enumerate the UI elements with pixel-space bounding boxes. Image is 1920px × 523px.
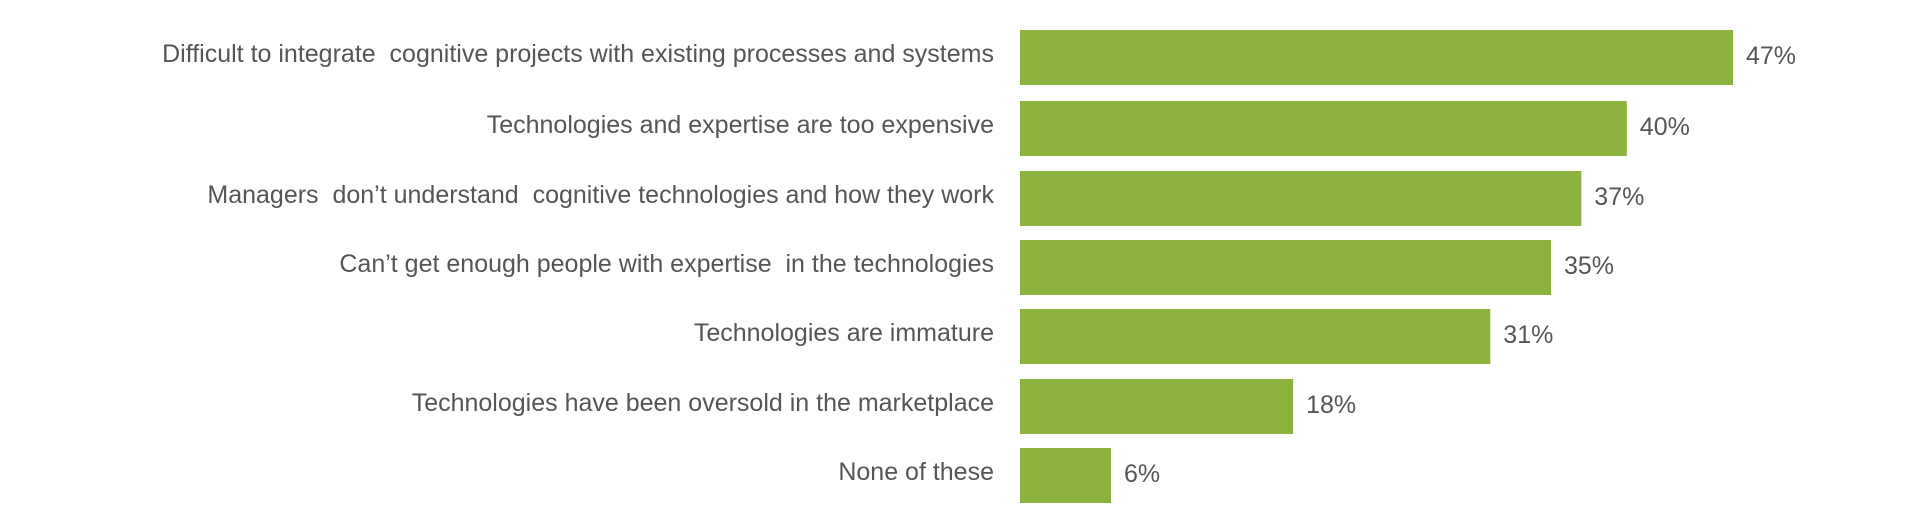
bars-group	[1020, 30, 1733, 503]
category-label-1: Difficult to integrate cognitive project…	[162, 40, 994, 68]
bar-6	[1020, 379, 1294, 434]
bar-7	[1020, 448, 1111, 503]
category-label-7: None of these	[838, 458, 994, 486]
bar-1	[1020, 30, 1733, 85]
category-label-5: Technologies are immature	[694, 319, 994, 347]
value-labels-group: 47% 40% 37% 35% 31% 18% 6%	[1124, 42, 1796, 488]
category-label-4: Can’t get enough people with expertise i…	[339, 250, 994, 278]
value-label-6: 18%	[1306, 391, 1356, 419]
category-label-2: Technologies and expertise are too expen…	[487, 111, 994, 139]
value-label-1: 47%	[1746, 42, 1796, 70]
value-label-4: 35%	[1564, 252, 1614, 280]
value-label-7: 6%	[1124, 460, 1160, 488]
bar-5	[1020, 309, 1491, 364]
category-label-3: Managers don’t understand cognitive tech…	[207, 181, 994, 209]
value-label-3: 37%	[1594, 183, 1644, 211]
bar-4	[1020, 240, 1551, 295]
category-labels-group: Difficult to integrate cognitive project…	[162, 40, 994, 486]
value-label-5: 31%	[1503, 321, 1553, 349]
category-label-6: Technologies have been oversold in the m…	[412, 389, 994, 417]
bar-2	[1020, 101, 1627, 156]
bar-3	[1020, 171, 1582, 226]
value-label-2: 40%	[1640, 113, 1690, 141]
